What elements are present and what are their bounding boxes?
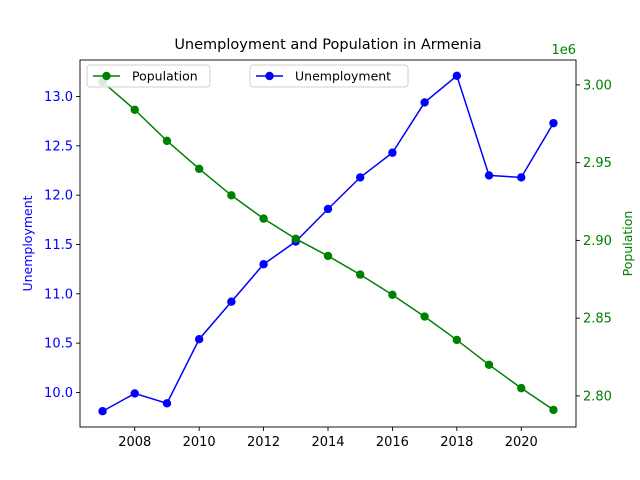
left-y-tick-label: 11.0	[44, 287, 73, 302]
unemployment-point	[484, 171, 494, 180]
unemployment-point	[420, 98, 429, 107]
legend-box	[249, 64, 409, 88]
population-point	[356, 270, 365, 279]
unemployment-legend: Unemployment	[249, 64, 409, 88]
legend-box	[86, 64, 211, 88]
population-line	[102, 81, 554, 411]
right-y-tick-label: 2.90	[583, 234, 612, 249]
legend-marker-swatch	[265, 71, 274, 81]
legend-label: Population	[132, 69, 198, 84]
x-tick-label: 2014	[311, 435, 344, 450]
unemployment-point	[130, 389, 139, 398]
left-y-axis-label: Unemployment	[20, 195, 35, 291]
population-legend: Population	[86, 64, 211, 88]
right-y-tick-label: 3.00	[583, 78, 612, 93]
unemployment-point	[162, 399, 172, 408]
chart-title: Unemployment and Population in Armenia	[174, 37, 481, 53]
population-point	[291, 234, 300, 244]
x-tick-label: 2016	[376, 435, 409, 450]
population-point	[227, 191, 236, 200]
unemployment-line	[102, 74, 555, 412]
unemployment-point	[356, 173, 365, 182]
x-tick-label: 2008	[118, 435, 151, 450]
left-y-tick-label: 11.5	[44, 238, 73, 253]
x-tick-label: 2018	[440, 435, 473, 450]
population-point	[323, 251, 333, 261]
unemployment-point	[452, 71, 462, 80]
unemployment-point	[517, 173, 526, 182]
right-y-tick-label: 2.85	[583, 312, 612, 327]
population-point	[388, 290, 397, 300]
population-point	[452, 335, 462, 345]
population-point	[259, 214, 268, 223]
left-y-tick-label: 12.5	[44, 139, 73, 154]
unemployment-point	[259, 260, 268, 269]
left-y-tick-label: 12.0	[44, 189, 73, 204]
unemployment-point	[549, 118, 558, 128]
series-group	[98, 71, 558, 416]
population-point	[549, 405, 558, 415]
right-y-axis-label: Population	[620, 211, 635, 277]
unemployment-point	[388, 148, 397, 157]
unemployment-point	[323, 204, 333, 214]
left-y-tick-label: 10.5	[44, 337, 73, 352]
x-tick-label: 2012	[247, 435, 280, 450]
right-y-tick-label: 2.95	[583, 156, 612, 171]
right-y-offset-text: 1e6	[551, 43, 576, 58]
unemployment-point	[98, 407, 107, 416]
legend-group: Population Unemployment	[86, 64, 409, 88]
plot-frame	[79, 59, 577, 428]
axes-group: 2008 2010 2012 2014 2016 2018 2020 10.0 10.5 11.0…	[20, 43, 635, 450]
left-y-tick-label: 13.0	[44, 90, 73, 105]
population-point	[162, 136, 172, 146]
population-point	[484, 360, 494, 369]
x-tick-label: 2010	[183, 435, 216, 450]
right-y-tick-label: 2.80	[583, 389, 612, 404]
left-y-tick-label: 10.0	[44, 386, 73, 401]
unemployment-point	[194, 334, 204, 344]
legend-marker-swatch	[102, 71, 111, 81]
legend-label: Unemployment	[295, 69, 391, 84]
unemployment-point	[227, 297, 236, 306]
population-point	[194, 164, 204, 174]
x-tick-label: 2020	[505, 435, 538, 450]
population-point	[130, 105, 139, 114]
population-point	[420, 312, 429, 321]
population-point	[517, 383, 526, 393]
